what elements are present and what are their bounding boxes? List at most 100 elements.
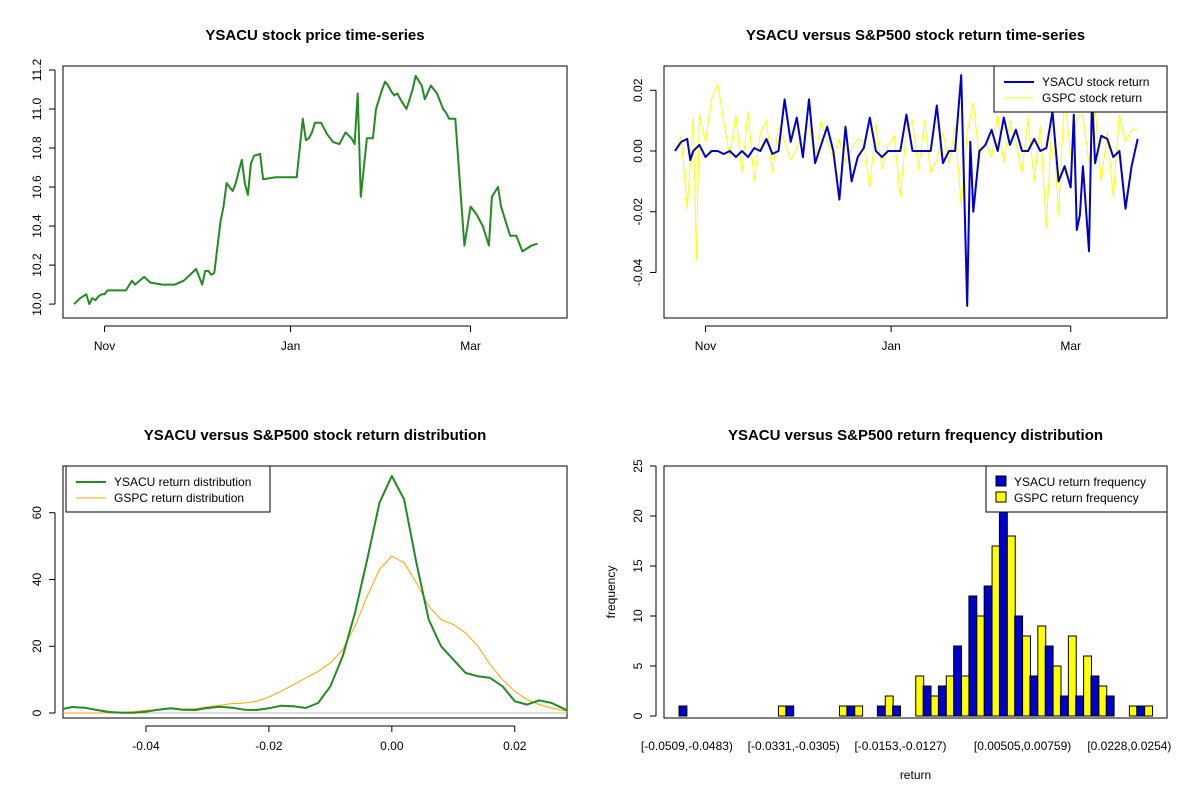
y-tick-label: -0.04 [631,258,645,286]
chart-title: YSACU versus S&P500 stock return time-se… [746,27,1085,44]
y-tick-label: 10.0 [30,292,44,316]
x-tick-label: Jan [281,339,300,353]
legend-label: GSPC stock return [1042,91,1142,105]
y-tick-label: 20 [30,639,44,653]
gspc-frequency-bar [1128,705,1138,717]
legend-label: YSACU return distribution [114,475,251,489]
y-tick-label: 20 [631,509,645,523]
y-tick-label: 10.4 [30,214,44,238]
legend-swatch [995,475,1007,487]
x-tick-label: -0.04 [132,739,160,753]
x-tick-label: [-0.0331,-0.0305) [748,739,840,753]
y-tick-label: -0.02 [631,198,645,226]
y-tick-label: 10.2 [30,253,44,277]
price-chart-panel: YSACU stock price time-series 10.0 10.2 10.… [30,27,568,353]
gspc-frequency-bar [884,695,894,717]
gspc-return-line [674,83,1138,261]
ysacu-return-line [674,74,1139,307]
ysacu-frequency-bar [785,705,795,717]
gspc-frequency-bar [777,705,787,717]
ysacu-frequency-bar [937,685,947,717]
ysacu-frequency-bar [922,685,932,717]
gspc-frequency-bar [1052,665,1062,717]
legend-label: GSPC return frequency [1014,491,1139,505]
gspc-frequency-bar [1037,625,1047,717]
histogram-chart-panel: YSACU versus S&P500 return frequency dis… [604,427,1171,782]
y-axis-title: frequency [604,566,618,619]
x-tick-label: Mar [460,339,481,353]
plot-frame [62,465,568,719]
chart-title: YSACU versus S&P500 return frequency dis… [728,427,1103,444]
ysacu-frequency-bar [953,645,963,717]
ysacu-frequency-bar [1090,675,1100,717]
ysacu-frequency-bar [1136,705,1146,717]
ysacu-density-line [62,475,568,714]
gspc-frequency-bar [945,675,955,717]
x-axis-title: return [900,768,931,782]
gspc-frequency-bar [930,695,940,717]
y-tick-label: 11.0 [30,97,44,120]
gspc-frequency-bar [976,615,986,717]
y-tick-label: 11.2 [30,58,44,81]
gspc-frequency-bar [838,705,848,717]
ysacu-frequency-bar [1059,695,1069,717]
chart-title: YSACU stock price time-series [205,27,424,44]
y-tick-label: 40 [30,572,44,586]
y-tick-label: 15 [631,559,645,573]
x-tick-label: Jan [881,339,900,353]
legend-box [65,465,271,513]
density-chart-panel: YSACU versus S&P500 stock return distrib… [30,427,568,753]
y-tick-label: 25 [631,459,645,473]
y-tick-label: 0.00 [631,139,645,163]
y-tick-label: 10.6 [30,175,44,199]
x-tick-label: [0.00505,0.00759) [974,739,1071,753]
gspc-frequency-bar [991,545,1001,717]
x-tick-label: Mar [1060,339,1081,353]
y-tick-label: 60 [30,506,44,520]
y-tick-label: 0 [30,709,44,716]
x-tick-label: Nov [94,339,115,353]
plot-frame [663,65,1168,319]
x-tick-label: 0.02 [503,739,527,753]
x-tick-label: 0.00 [380,739,404,753]
ysacu-frequency-bar [1105,695,1115,717]
legend-box [993,65,1168,113]
legend-box [985,465,1168,513]
y-tick-label: 0.02 [631,78,645,102]
ysacu-frequency-bar [846,705,856,717]
gspc-frequency-bar [854,705,864,717]
y-tick-label: 10.8 [30,136,44,160]
gspc-frequency-bar [1006,535,1016,717]
ysacu-frequency-bar [1029,675,1039,717]
x-tick-label: [-0.0153,-0.0127) [854,739,946,753]
chart-title: YSACU versus S&P500 stock return distrib… [144,427,487,444]
ysacu-frequency-bar [983,585,993,717]
gspc-frequency-bar [1067,635,1077,717]
ysacu-frequency-bar [892,705,902,717]
price-series-line [73,74,538,306]
gspc-frequency-bar [1022,635,1031,717]
legend-label: YSACU stock return [1042,75,1149,89]
legend-label: GSPC return distribution [114,491,244,505]
ysacu-frequency-bar [1014,615,1024,717]
ysacu-frequency-bar [678,705,688,717]
ysacu-frequency-bar [1075,695,1085,717]
gspc-frequency-bar [961,675,970,717]
y-tick-label: 5 [631,662,645,669]
returns-chart-panel: YSACU versus S&P500 stock return time-se… [631,27,1168,353]
x-tick-label: Nov [695,339,716,353]
x-tick-label: -0.02 [255,739,283,753]
gspc-frequency-bar [1098,685,1108,717]
plot-frame [663,465,1168,719]
x-tick-label: [0.0228,0.0254) [1087,739,1171,753]
gspc-density-line [63,555,568,714]
ysacu-frequency-bar [876,705,886,717]
gspc-frequency-bar [1144,705,1154,717]
y-tick-label: 0 [631,712,645,719]
ysacu-frequency-bar [1044,645,1054,717]
gspc-frequency-bar [915,675,925,717]
ysacu-frequency-bar [968,595,978,717]
legend-swatch [995,491,1007,503]
x-tick-label: [-0.0509,-0.0483) [641,739,733,753]
